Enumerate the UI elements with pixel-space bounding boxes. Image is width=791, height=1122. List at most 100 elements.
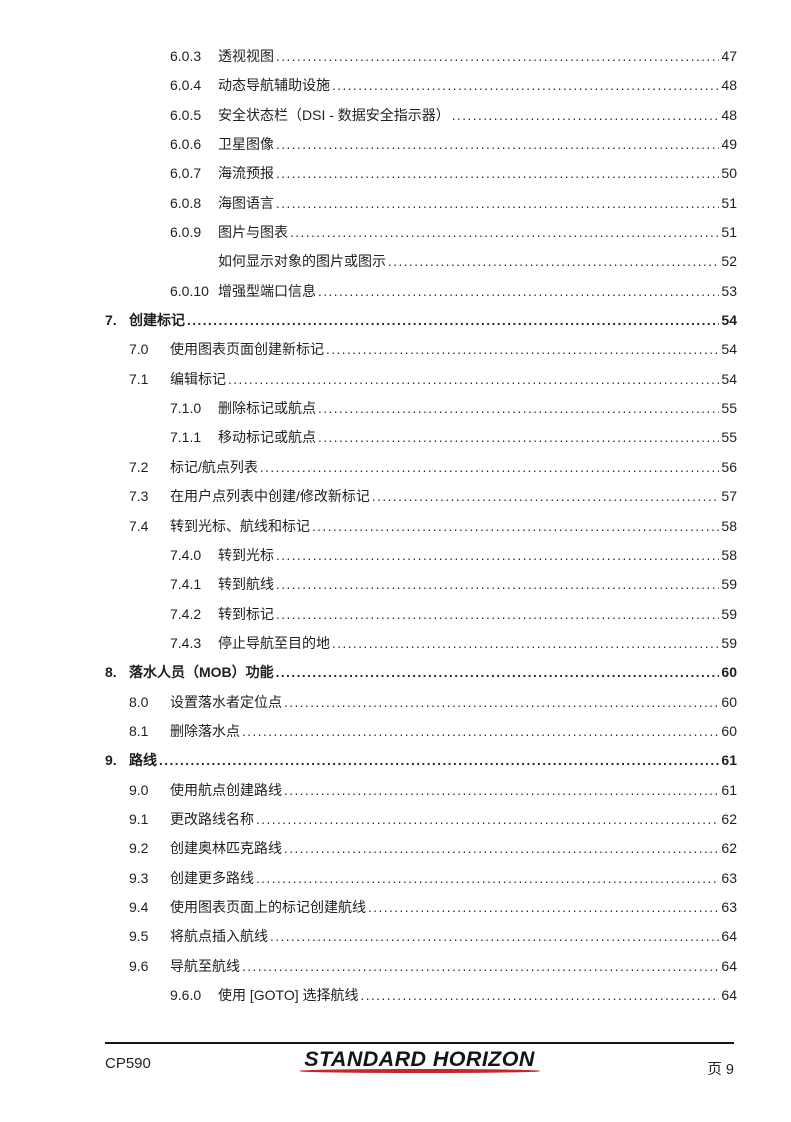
toc-entry-page: 61 xyxy=(721,781,737,798)
toc-entry-number: 6.0.7 xyxy=(170,165,202,182)
dot-leader: ........................................… xyxy=(284,694,720,710)
toc-row: 7.4.0 转到光标...............................… xyxy=(105,541,737,570)
dot-leader: ........................................… xyxy=(326,342,720,358)
dot-leader: ........................................… xyxy=(368,899,720,915)
toc-row: 6.0.6 卫星图像...............................… xyxy=(105,130,737,159)
toc-row: 9.1 更改路线名称...............................… xyxy=(105,805,737,834)
dot-leader: ........................................… xyxy=(388,254,720,270)
toc-row: 7. 创建标记..................................… xyxy=(105,306,737,335)
toc-entry-title: 删除落水点 xyxy=(170,722,240,739)
toc-entry-title: 安全状态栏（DSI - 数据安全指示器） xyxy=(218,106,450,123)
toc-row: 7.4.2 转到标记...............................… xyxy=(105,600,737,629)
toc-entry-number: 7.3 xyxy=(129,488,149,505)
toc-entry-title: 如何显示对象的图片或图示 xyxy=(218,253,386,270)
toc-row: 7.1.1 移动标记或航点............................… xyxy=(105,423,737,452)
toc-entry-page: 53 xyxy=(721,282,737,299)
toc-entry-number: 6.0.5 xyxy=(170,106,202,123)
page-footer: CP590 STANDARD HORIZON 页 9 xyxy=(105,1046,734,1086)
toc-entry-title: 图片与图表 xyxy=(218,224,288,241)
toc-entry-number: 6.0.4 xyxy=(170,77,202,94)
toc-row: 8.1 删除落水点................................… xyxy=(105,717,737,746)
toc-entry-page: 50 xyxy=(721,165,737,182)
toc-row: 7.4.3 停止导航至目的地...........................… xyxy=(105,629,737,658)
toc-entry-number: 7.4.3 xyxy=(170,634,202,651)
toc-entry-page: 63 xyxy=(721,869,737,886)
dot-leader: ........................................… xyxy=(159,753,719,769)
dot-leader: ........................................… xyxy=(256,811,720,827)
toc-entry-number: 7.4.2 xyxy=(170,605,202,622)
dot-leader: ........................................… xyxy=(276,547,719,563)
toc-row: 7.3 在用户点列表中创建/修改新标记......................… xyxy=(105,482,737,511)
dot-leader: ........................................… xyxy=(242,723,720,739)
toc-entry-number: 9. xyxy=(105,752,117,769)
toc-entry-page: 47 xyxy=(721,48,737,64)
table-of-contents: 6.0.3 透视视图...............................… xyxy=(105,42,737,1010)
toc-entry-page: 48 xyxy=(721,77,737,94)
dot-leader: ........................................… xyxy=(276,49,719,64)
toc-row: 6.0.4 动态导航辅助设施...........................… xyxy=(105,71,737,100)
toc-entry-number: 7.1.1 xyxy=(170,429,202,446)
dot-leader: ........................................… xyxy=(318,430,719,446)
toc-entry-title: 使用图表页面创建新标记 xyxy=(170,341,324,358)
toc-entry-title: 在用户点列表中创建/修改新标记 xyxy=(170,488,370,505)
toc-entry-page: 63 xyxy=(721,898,737,915)
toc-entry-number: 8. xyxy=(105,664,117,681)
dot-leader: ........................................… xyxy=(187,313,719,329)
toc-entry-title: 转到标记 xyxy=(218,605,274,622)
toc-row: 7.2 标记/航点列表..............................… xyxy=(105,453,737,482)
dot-leader: ........................................… xyxy=(275,665,720,681)
toc-entry-number: 6.0.3 xyxy=(170,48,202,64)
logo-swoosh xyxy=(299,1069,540,1073)
toc-entry-title: 创建标记 xyxy=(129,312,185,329)
toc-entry-number: 7.4 xyxy=(129,517,149,534)
toc-entry-page: 60 xyxy=(721,693,737,710)
toc-entry-page: 58 xyxy=(721,517,737,534)
dot-leader: ........................................… xyxy=(371,489,720,505)
toc-entry-number: 6.0.8 xyxy=(170,194,202,211)
toc-entry-title: 海图语言 xyxy=(218,194,274,211)
toc-entry-number: 9.4 xyxy=(129,898,149,915)
toc-entry-title: 标记/航点列表 xyxy=(170,458,258,475)
toc-entry-page: 51 xyxy=(721,224,737,241)
toc-row: 9.6 导航至航线................................… xyxy=(105,952,737,981)
toc-entry-title: 落水人员（MOB）功能 xyxy=(129,664,274,681)
toc-entry-number: 7.0 xyxy=(129,341,149,358)
toc-entry-title: 删除标记或航点 xyxy=(218,400,316,417)
toc-row: 6.0.9 图片与图表..............................… xyxy=(105,218,737,247)
toc-entry-title: 将航点插入航线 xyxy=(170,928,268,945)
toc-entry-page: 62 xyxy=(721,840,737,857)
dot-leader: ........................................… xyxy=(312,518,719,534)
toc-row: 6.0.7 海流预报...............................… xyxy=(105,159,737,188)
toc-entry-page: 64 xyxy=(721,987,737,1003)
toc-entry-page: 56 xyxy=(721,458,737,475)
dot-leader: ........................................… xyxy=(276,166,719,182)
standard-horizon-logo: STANDARD HORIZON xyxy=(299,1047,540,1073)
toc-entry-page: 54 xyxy=(721,312,737,329)
dot-leader: ........................................… xyxy=(318,283,719,299)
dot-leader: ........................................… xyxy=(256,870,720,886)
toc-entry-number: 6.0.6 xyxy=(170,136,202,153)
toc-entry-page: 54 xyxy=(721,370,737,387)
toc-entry-number: 9.0 xyxy=(129,781,149,798)
toc-row: 6.0.5 安全状态栏（DSI - 数据安全指示器）...............… xyxy=(105,101,737,130)
logo-wordmark: STANDARD HORIZON xyxy=(304,1047,535,1071)
toc-row: 6.0.3 透视视图...............................… xyxy=(105,42,737,71)
toc-entry-title: 使用 [GOTO] 选择航线 xyxy=(218,987,359,1003)
toc-entry-number: 6.0.9 xyxy=(170,224,202,241)
toc-entry-title: 海流预报 xyxy=(218,165,274,182)
toc-entry-page: 49 xyxy=(721,136,737,153)
toc-entry-title: 停止导航至目的地 xyxy=(218,634,330,651)
toc-row: 7.4 转到光标、航线和标记...........................… xyxy=(105,512,737,541)
toc-row: 7.1.0 删除标记或航点............................… xyxy=(105,394,737,423)
toc-row: 如何显示对象的图片或图示............................… xyxy=(105,247,737,276)
toc-entry-page: 60 xyxy=(721,664,737,681)
dot-leader: ........................................… xyxy=(290,225,719,241)
toc-entry-title: 使用图表页面上的标记创建航线 xyxy=(170,898,366,915)
toc-row: 9. 路线....................................… xyxy=(105,746,737,775)
toc-row: 9.3 创建更多路线...............................… xyxy=(105,864,737,893)
toc-row: 9.0 使用航点创建路线.............................… xyxy=(105,776,737,805)
toc-entry-title: 透视视图 xyxy=(218,48,274,64)
dot-leader: ........................................… xyxy=(332,635,719,651)
toc-entry-page: 51 xyxy=(721,194,737,211)
